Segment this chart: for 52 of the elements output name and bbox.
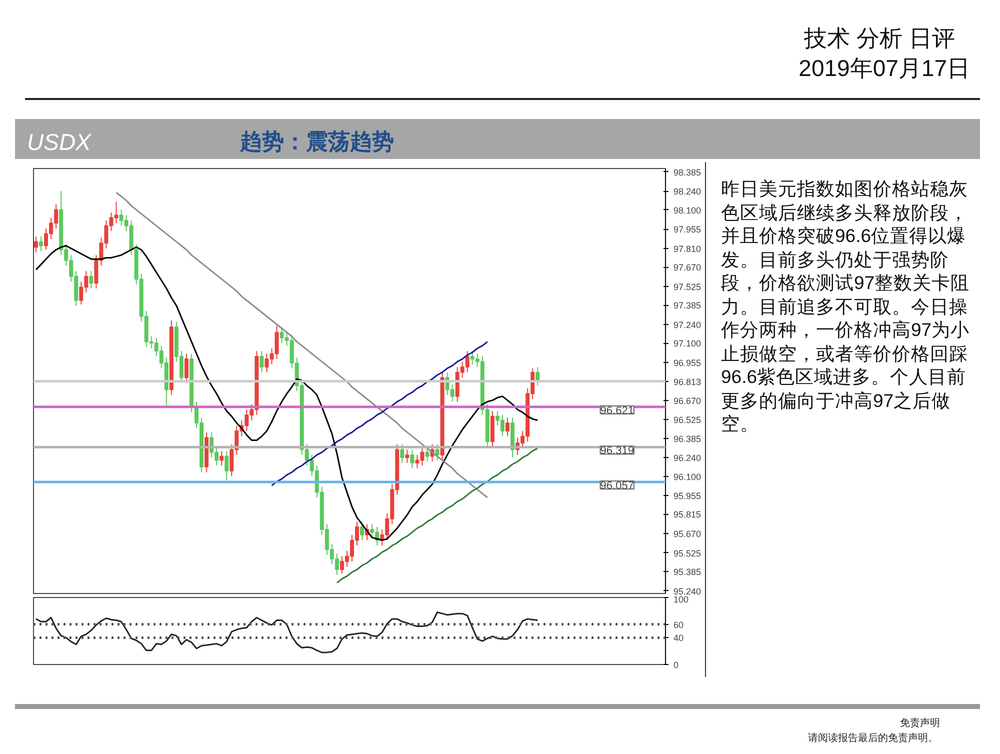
line-series (336, 448, 538, 584)
candlestick (435, 444, 440, 461)
candlestick (425, 446, 430, 462)
y-tick-label: 97.100 (674, 338, 702, 349)
candlestick (505, 417, 510, 437)
candlestick (400, 444, 404, 464)
text: 2019年07月17日 (798, 54, 970, 83)
y-tick-label: 97.955 (674, 224, 702, 235)
y-tick-label: 95.815 (674, 510, 702, 520)
candlestick (360, 521, 364, 541)
candlestick (260, 350, 264, 373)
y-tick-label: 95.955 (674, 491, 702, 502)
y-tick-label: 97.240 (674, 320, 702, 330)
chart-subtitle: 趋势：震荡趋势 (240, 128, 394, 156)
candlestick (39, 236, 44, 252)
chart-title: USDX (27, 128, 91, 157)
y-tick-label: 96.100 (674, 472, 702, 482)
y-tick-label: 96.525 (674, 415, 702, 426)
text: 技术 分析 日评 (804, 24, 955, 53)
y-tick-label: 60 (674, 620, 684, 630)
y-tick-label: 98.100 (674, 205, 702, 216)
y-tick-label: 97.670 (674, 262, 702, 273)
y-tick-label: 97.525 (674, 282, 702, 292)
text: 请阅读报告最后的免责声明。 (808, 732, 938, 746)
text: 昨日美元指数如图价格站稳灰色区域后继续多头释放阶段，并且价格突破96.6位置得以爆发。目前多头仍处于强势阶段，价格欲测试97整数关卡阻力。目前追多不可取。今日操作分两种，一价格冲高97为小止损做空，或者等价价格回踩96.6紫色区域进多。个人目前更多的偏向于冲高97之后做空。 (721, 178, 970, 434)
y-tick-label: 98.240 (674, 186, 702, 197)
y-tick-label: 96.670 (674, 396, 702, 406)
candlestick (224, 450, 229, 481)
y-tick-label: 40 (674, 633, 684, 644)
y-tick-label: 100 (674, 594, 689, 604)
candlestick (405, 449, 410, 464)
y-tick-label: 96.240 (674, 453, 702, 464)
y-tick-label: 96.955 (674, 358, 702, 368)
candlestick (89, 270, 94, 289)
y-tick-label: 98.385 (674, 167, 702, 178)
y-tick-label: 96.813 (674, 376, 702, 387)
candlestick (34, 236, 38, 253)
y-tick-label: 97.385 (674, 300, 702, 311)
y-tick-label: 95.385 (674, 567, 702, 578)
candlestick (220, 450, 224, 466)
line-series (35, 611, 538, 654)
line-series (271, 340, 488, 486)
y-tick-label: 95.240 (674, 586, 702, 596)
y-tick-label: 95.670 (674, 529, 702, 540)
candlestick (184, 353, 188, 384)
y-tick-label: 95.525 (674, 548, 702, 558)
candlestick (410, 449, 414, 469)
y-tick-label: 96.385 (674, 434, 702, 444)
line-series (116, 192, 488, 498)
y-tick-label: 0 (674, 660, 679, 670)
text: 免责声明 (900, 717, 940, 731)
y-tick-label: 97.810 (674, 244, 702, 254)
